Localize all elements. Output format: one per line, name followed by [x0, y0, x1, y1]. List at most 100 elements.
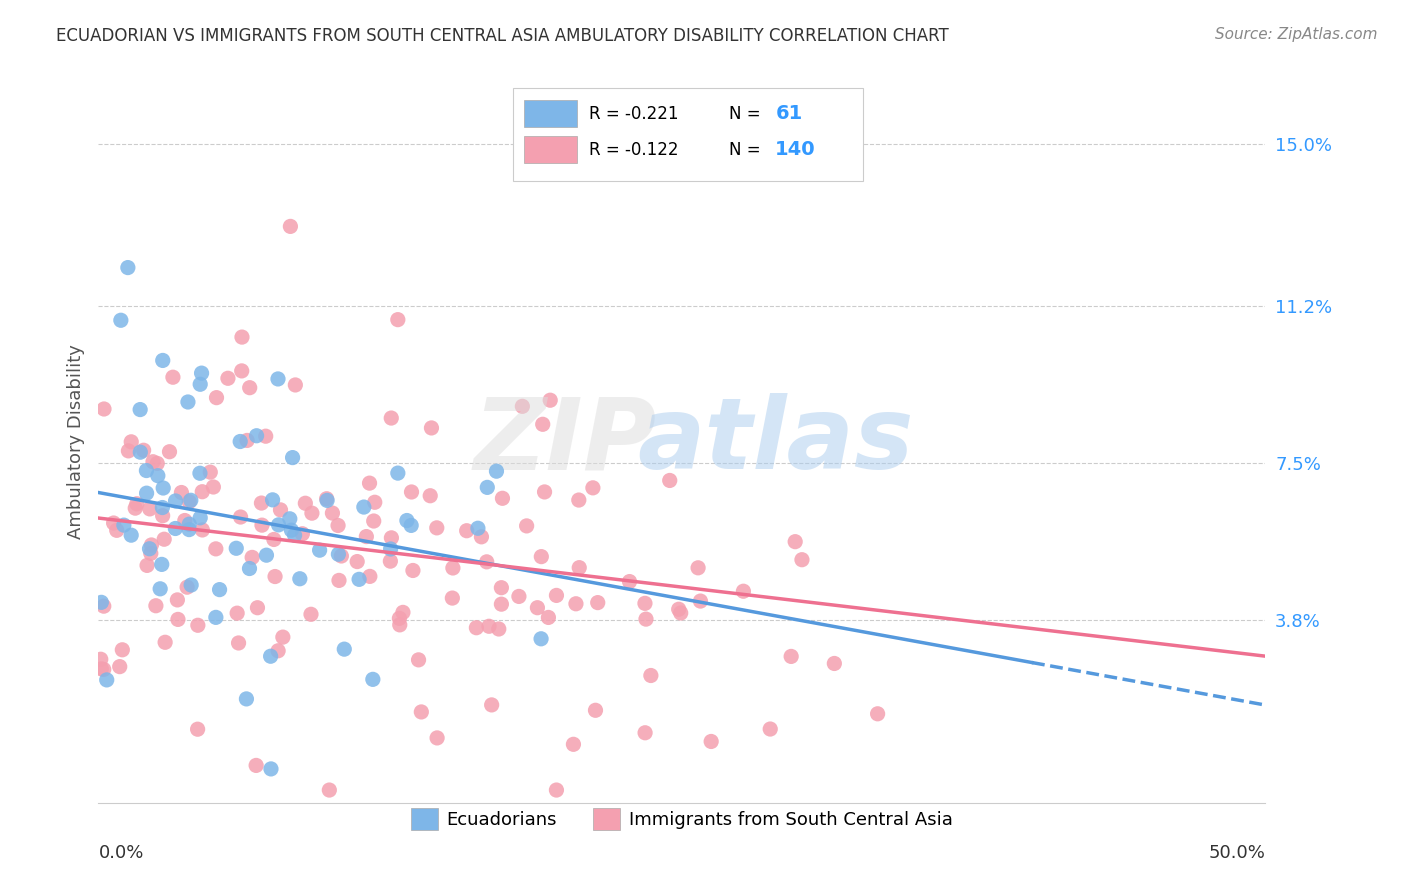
Point — [188, 467, 211, 481]
Point — [170, 485, 193, 500]
Point — [790, 552, 813, 566]
Text: 50.0%: 50.0% — [1209, 845, 1265, 863]
Point — [103, 516, 125, 530]
Point — [267, 644, 290, 658]
Point — [395, 514, 418, 528]
Point — [328, 574, 350, 588]
Point — [419, 489, 441, 503]
Point — [546, 589, 568, 603]
Text: 61: 61 — [775, 104, 803, 123]
Point — [112, 518, 135, 533]
Point — [516, 519, 538, 533]
Point — [634, 596, 657, 610]
Text: ECUADORIAN VS IMMIGRANTS FROM SOUTH CENTRAL ASIA AMBULATORY DISABILITY CORRELATI: ECUADORIAN VS IMMIGRANTS FROM SOUTH CENT… — [56, 27, 949, 45]
Point — [93, 662, 115, 676]
Point — [245, 429, 267, 443]
Point — [308, 543, 330, 558]
Point — [229, 434, 252, 449]
Point — [238, 561, 260, 575]
Point — [475, 555, 498, 569]
Point — [392, 606, 415, 620]
Point — [90, 662, 112, 676]
Point — [226, 606, 249, 620]
Point — [315, 491, 337, 506]
Point — [582, 481, 605, 495]
Point — [96, 673, 118, 687]
Point — [568, 493, 591, 508]
Point — [145, 599, 167, 613]
Point — [280, 523, 302, 537]
Point — [456, 524, 478, 538]
Text: R = -0.221: R = -0.221 — [589, 104, 678, 122]
Point — [235, 692, 257, 706]
Point — [658, 474, 681, 488]
Point — [167, 612, 190, 626]
Point — [191, 484, 214, 499]
Point — [229, 510, 252, 524]
Point — [326, 518, 349, 533]
Point — [166, 593, 188, 607]
Point — [135, 486, 157, 500]
Point — [546, 783, 568, 797]
Point — [117, 443, 139, 458]
Point — [526, 600, 548, 615]
Point — [231, 330, 253, 344]
Point — [150, 500, 173, 515]
Point — [346, 555, 368, 569]
Point — [205, 391, 228, 405]
Point — [408, 653, 430, 667]
Point — [530, 632, 553, 646]
Point — [239, 381, 262, 395]
Point — [105, 524, 128, 538]
Text: R = -0.122: R = -0.122 — [589, 141, 678, 159]
Point — [465, 621, 488, 635]
FancyBboxPatch shape — [513, 87, 863, 181]
Point — [177, 395, 200, 409]
Point — [280, 219, 302, 234]
Text: 0.0%: 0.0% — [98, 845, 143, 863]
Point — [485, 464, 508, 478]
Point — [347, 572, 370, 586]
Point — [217, 371, 239, 385]
Point — [146, 457, 169, 471]
Point — [467, 521, 489, 535]
Point — [278, 512, 301, 526]
Point — [120, 528, 142, 542]
Point — [363, 514, 385, 528]
Point — [93, 599, 115, 614]
Point — [117, 260, 139, 275]
Point — [328, 547, 350, 561]
Text: Source: ZipAtlas.com: Source: ZipAtlas.com — [1215, 27, 1378, 42]
Point — [139, 502, 162, 516]
Point — [586, 596, 609, 610]
Point — [150, 558, 173, 572]
Point — [200, 465, 222, 479]
Point — [387, 312, 409, 326]
Point — [205, 610, 228, 624]
Point — [399, 518, 422, 533]
Point — [108, 659, 131, 673]
Point — [267, 517, 290, 532]
Point — [179, 523, 201, 537]
Point — [478, 619, 501, 633]
Point — [294, 496, 316, 510]
Point — [90, 652, 112, 666]
Point — [380, 554, 402, 568]
Point — [364, 495, 387, 509]
Point — [568, 560, 591, 574]
Point — [236, 434, 259, 448]
Point — [356, 530, 378, 544]
Point — [110, 313, 132, 327]
Point — [668, 602, 690, 616]
Point — [538, 393, 561, 408]
Point — [321, 506, 343, 520]
Point — [318, 783, 340, 797]
Point — [380, 541, 402, 556]
Point — [256, 548, 278, 562]
Point — [149, 582, 172, 596]
Point — [263, 533, 285, 547]
Point — [187, 618, 209, 632]
Point — [146, 468, 169, 483]
Point — [190, 366, 212, 380]
Point — [269, 503, 291, 517]
